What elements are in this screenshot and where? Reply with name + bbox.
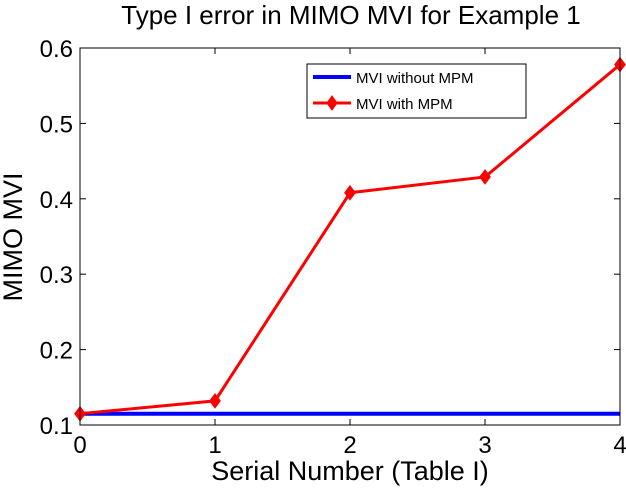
data-point-mvi-with-mpm [479,169,491,185]
legend-label-mvi-without-mpm: MVI without MPM [356,70,474,87]
x-tick-label: 2 [343,432,356,459]
y-tick-label: 0.2 [40,338,73,365]
y-axis-label: MIMO MVI [0,173,28,302]
x-tick-label: 4 [613,432,626,459]
x-tick-label: 0 [73,432,86,459]
y-tick-label: 0.1 [40,413,73,440]
x-tick-label: 1 [208,432,221,459]
y-tick-label: 0.4 [40,187,73,214]
y-tick-label: 0.3 [40,262,73,289]
legend: MVI without MPM MVI with MPM [306,63,527,119]
y-tick-label: 0.6 [40,36,73,63]
data-point-mvi-with-mpm [209,393,221,409]
chart-title: Type I error in MIMO MVI for Example 1 [121,0,580,30]
y-axis: 0.1 0.2 0.3 0.4 0.5 0.6 [40,36,620,440]
x-axis: 0 1 2 3 4 [73,48,626,459]
y-tick-label: 0.5 [40,111,73,138]
legend-box [306,63,527,119]
legend-label-mvi-with-mpm: MVI with MPM [356,96,453,113]
legend-marker-mvi-with-mpm [326,95,338,111]
plot-lines [74,56,626,422]
x-tick-label: 3 [478,432,491,459]
x-axis-label: Serial Number (Table I) [211,456,489,486]
data-point-mvi-with-mpm [344,184,356,201]
